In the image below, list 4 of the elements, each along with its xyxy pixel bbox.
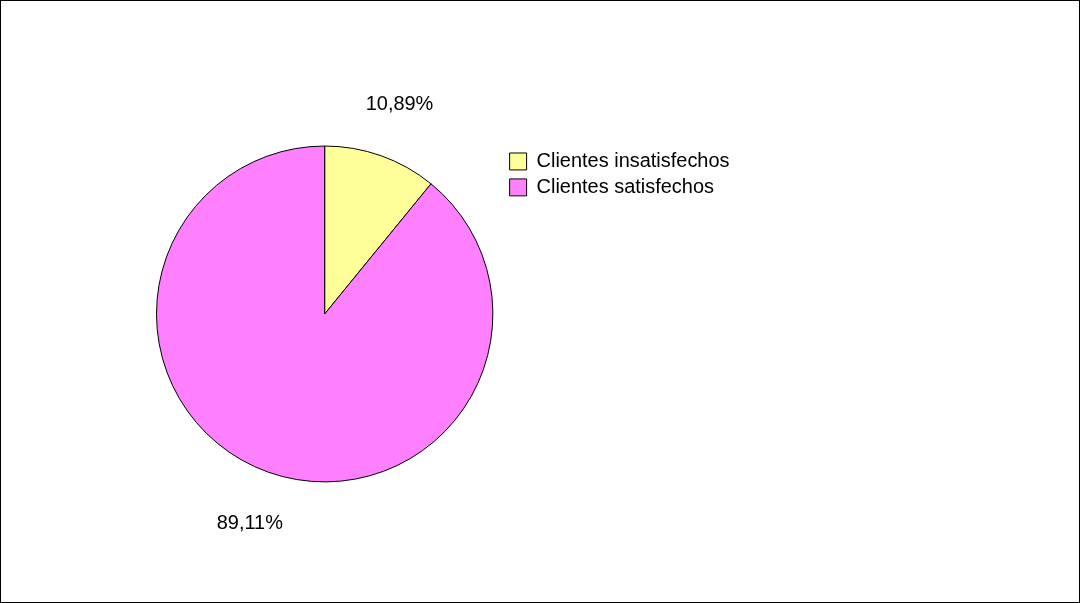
data-label: 10,89% [365, 91, 434, 114]
legend-label: Clientes satisfechos [536, 174, 715, 197]
data-label: 89,11% [216, 511, 284, 534]
legend-label: Clientes insatisfechos [536, 148, 730, 171]
